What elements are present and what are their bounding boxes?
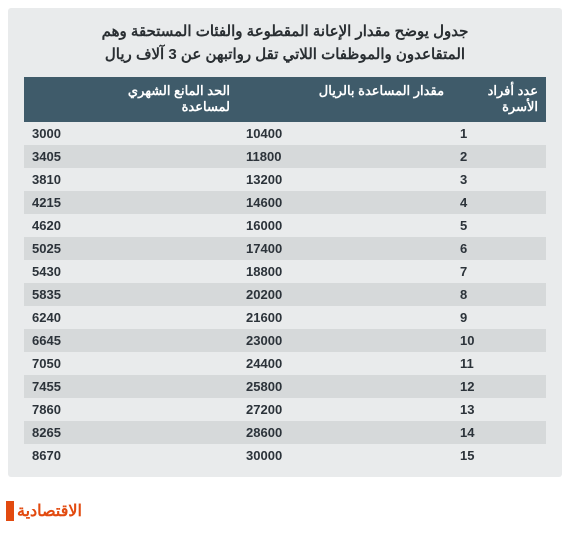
cell-members: 8	[452, 283, 546, 306]
col-label-l1: مقدار المساعدة بالريال	[319, 83, 444, 98]
cell-limit: 4620	[24, 214, 238, 237]
table-row: 6174005025	[24, 237, 546, 260]
cell-members: 4	[452, 191, 546, 214]
col-header-members: عدد أفرادالأسرة	[452, 77, 546, 123]
aid-table: عدد أفرادالأسرة مقدار المساعدة بالريال الح…	[24, 77, 546, 468]
cell-members: 2	[452, 145, 546, 168]
cell-members: 14	[452, 421, 546, 444]
cell-amount: 28600	[238, 421, 452, 444]
title-line2: المتقاعدون والموظفات اللاتي تقل رواتبهن …	[105, 46, 465, 63]
cell-amount: 10400	[238, 122, 452, 145]
cell-members: 3	[452, 168, 546, 191]
title-line1: جدول يوضح مقدار الإعانة المقطوعة والفئات…	[102, 23, 469, 40]
table-row: 9216006240	[24, 306, 546, 329]
cell-members: 6	[452, 237, 546, 260]
cell-limit: 6645	[24, 329, 238, 352]
cell-amount: 30000	[238, 444, 452, 467]
col-header-limit: الحد المانع الشهريلمساعدة	[24, 77, 238, 123]
cell-limit: 5835	[24, 283, 238, 306]
col-label-l2: الأسرة	[502, 99, 538, 114]
table-row: 8202005835	[24, 283, 546, 306]
cell-amount: 18800	[238, 260, 452, 283]
cell-limit: 8265	[24, 421, 238, 444]
table-row: 11244007050	[24, 352, 546, 375]
cell-amount: 17400	[238, 237, 452, 260]
table-title: جدول يوضح مقدار الإعانة المقطوعة والفئات…	[24, 20, 546, 67]
table-row: 12258007455	[24, 375, 546, 398]
cell-members: 12	[452, 375, 546, 398]
cell-members: 9	[452, 306, 546, 329]
cell-amount: 24400	[238, 352, 452, 375]
col-label-l2: لمساعدة	[182, 99, 230, 114]
brand-watermark: الاقتصادية	[4, 500, 84, 526]
table-body: 1104003000211800340531320038104146004215…	[24, 122, 546, 467]
brand-text: الاقتصادية	[17, 501, 82, 521]
cell-members: 1	[452, 122, 546, 145]
cell-amount: 14600	[238, 191, 452, 214]
col-label-l1: الحد المانع الشهري	[128, 83, 230, 98]
cell-members: 15	[452, 444, 546, 467]
cell-members: 5	[452, 214, 546, 237]
table-row: 2118003405	[24, 145, 546, 168]
cell-limit: 3810	[24, 168, 238, 191]
cell-amount: 11800	[238, 145, 452, 168]
cell-limit: 5025	[24, 237, 238, 260]
cell-members: 7	[452, 260, 546, 283]
cell-limit: 8670	[24, 444, 238, 467]
cell-limit: 6240	[24, 306, 238, 329]
col-label-l1: عدد أفراد	[488, 83, 538, 98]
table-row: 5160004620	[24, 214, 546, 237]
cell-amount: 20200	[238, 283, 452, 306]
cell-amount: 27200	[238, 398, 452, 421]
cell-members: 10	[452, 329, 546, 352]
cell-amount: 21600	[238, 306, 452, 329]
table-row: 1104003000	[24, 122, 546, 145]
table-row: 4146004215	[24, 191, 546, 214]
table-row: 10230006645	[24, 329, 546, 352]
table-row: 14286008265	[24, 421, 546, 444]
cell-limit: 7050	[24, 352, 238, 375]
cell-amount: 23000	[238, 329, 452, 352]
cell-amount: 13200	[238, 168, 452, 191]
cell-members: 13	[452, 398, 546, 421]
cell-limit: 7455	[24, 375, 238, 398]
cell-members: 11	[452, 352, 546, 375]
cell-limit: 7860	[24, 398, 238, 421]
brand-accent-bar	[6, 501, 14, 521]
cell-amount: 25800	[238, 375, 452, 398]
cell-limit: 3405	[24, 145, 238, 168]
cell-limit: 5430	[24, 260, 238, 283]
table-row: 15300008670	[24, 444, 546, 467]
table-row: 13272007860	[24, 398, 546, 421]
cell-limit: 4215	[24, 191, 238, 214]
cell-limit: 3000	[24, 122, 238, 145]
table-row: 3132003810	[24, 168, 546, 191]
table-card: جدول يوضح مقدار الإعانة المقطوعة والفئات…	[8, 8, 562, 477]
table-head: عدد أفرادالأسرة مقدار المساعدة بالريال الح…	[24, 77, 546, 123]
cell-amount: 16000	[238, 214, 452, 237]
table-row: 7188005430	[24, 260, 546, 283]
col-header-amount: مقدار المساعدة بالريال	[238, 77, 452, 123]
